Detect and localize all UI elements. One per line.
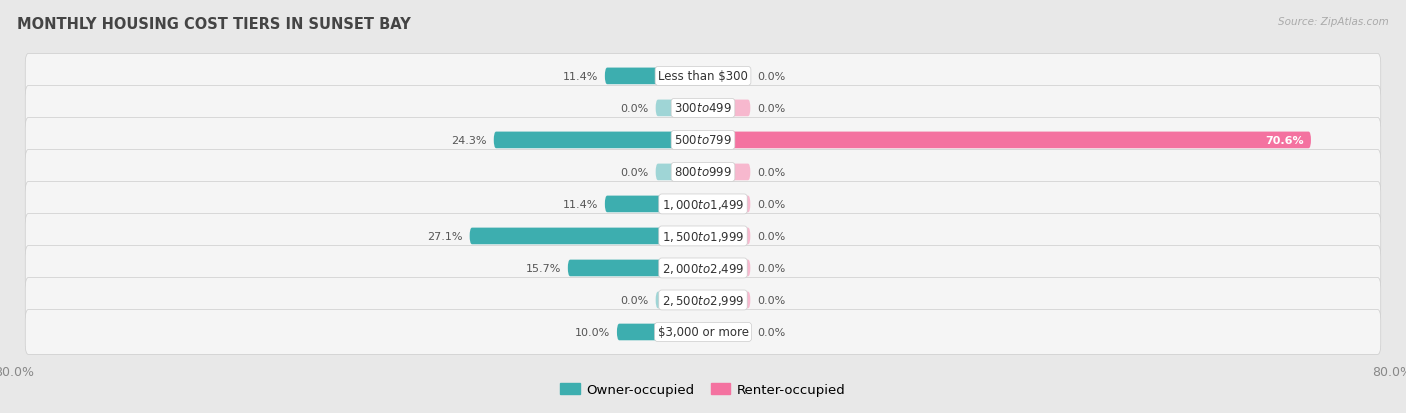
Legend: Owner-occupied, Renter-occupied: Owner-occupied, Renter-occupied [560, 383, 846, 396]
FancyBboxPatch shape [605, 69, 703, 85]
FancyBboxPatch shape [25, 118, 1381, 163]
FancyBboxPatch shape [605, 196, 703, 213]
Text: $2,500 to $2,999: $2,500 to $2,999 [662, 293, 744, 307]
Text: 0.0%: 0.0% [758, 231, 786, 241]
FancyBboxPatch shape [568, 260, 703, 277]
FancyBboxPatch shape [703, 132, 1310, 149]
Text: 15.7%: 15.7% [526, 263, 561, 273]
FancyBboxPatch shape [25, 55, 1381, 99]
Text: MONTHLY HOUSING COST TIERS IN SUNSET BAY: MONTHLY HOUSING COST TIERS IN SUNSET BAY [17, 17, 411, 31]
Text: 24.3%: 24.3% [451, 135, 486, 145]
Text: 0.0%: 0.0% [758, 104, 786, 114]
FancyBboxPatch shape [703, 100, 751, 117]
FancyBboxPatch shape [470, 228, 703, 244]
FancyBboxPatch shape [25, 214, 1381, 259]
FancyBboxPatch shape [703, 260, 751, 277]
FancyBboxPatch shape [617, 324, 703, 340]
FancyBboxPatch shape [25, 278, 1381, 323]
FancyBboxPatch shape [25, 182, 1381, 227]
Text: $2,000 to $2,499: $2,000 to $2,499 [662, 261, 744, 275]
FancyBboxPatch shape [655, 100, 703, 117]
Text: 11.4%: 11.4% [562, 199, 598, 209]
Text: Source: ZipAtlas.com: Source: ZipAtlas.com [1278, 17, 1389, 26]
Text: 0.0%: 0.0% [758, 327, 786, 337]
Text: 27.1%: 27.1% [427, 231, 463, 241]
FancyBboxPatch shape [25, 246, 1381, 291]
FancyBboxPatch shape [703, 228, 751, 244]
Text: 0.0%: 0.0% [758, 263, 786, 273]
Text: 0.0%: 0.0% [620, 168, 648, 178]
Text: $1,500 to $1,999: $1,500 to $1,999 [662, 229, 744, 243]
FancyBboxPatch shape [25, 150, 1381, 195]
FancyBboxPatch shape [655, 164, 703, 181]
Text: 0.0%: 0.0% [758, 295, 786, 305]
FancyBboxPatch shape [703, 69, 751, 85]
FancyBboxPatch shape [655, 292, 703, 309]
Text: Less than $300: Less than $300 [658, 70, 748, 83]
Text: 0.0%: 0.0% [758, 199, 786, 209]
FancyBboxPatch shape [703, 324, 751, 340]
Text: 0.0%: 0.0% [620, 295, 648, 305]
FancyBboxPatch shape [494, 132, 703, 149]
Text: $3,000 or more: $3,000 or more [658, 326, 748, 339]
FancyBboxPatch shape [25, 310, 1381, 354]
FancyBboxPatch shape [25, 86, 1381, 131]
Text: 0.0%: 0.0% [620, 104, 648, 114]
Text: 11.4%: 11.4% [562, 72, 598, 82]
Text: 10.0%: 10.0% [575, 327, 610, 337]
Text: $800 to $999: $800 to $999 [673, 166, 733, 179]
Text: 0.0%: 0.0% [758, 168, 786, 178]
Text: 70.6%: 70.6% [1265, 135, 1305, 145]
FancyBboxPatch shape [703, 164, 751, 181]
FancyBboxPatch shape [703, 292, 751, 309]
Text: 0.0%: 0.0% [758, 72, 786, 82]
Text: $500 to $799: $500 to $799 [673, 134, 733, 147]
Text: $1,000 to $1,499: $1,000 to $1,499 [662, 197, 744, 211]
FancyBboxPatch shape [703, 196, 751, 213]
Text: $300 to $499: $300 to $499 [673, 102, 733, 115]
